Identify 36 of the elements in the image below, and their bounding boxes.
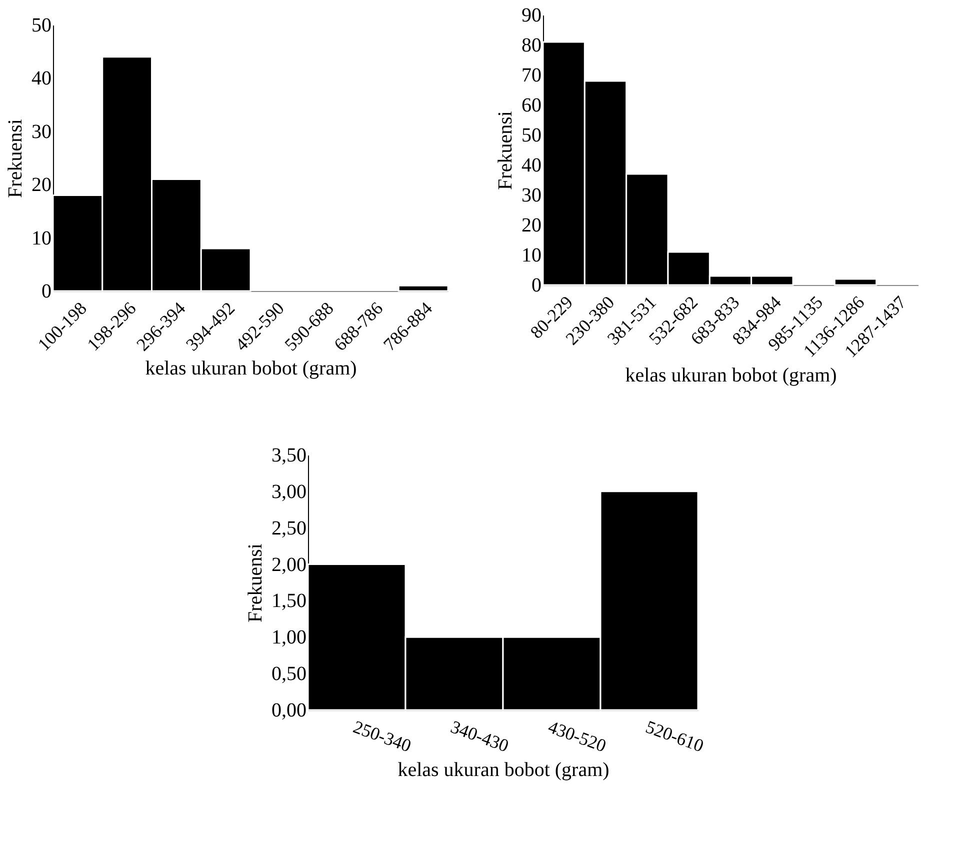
y-tick-label: 0,50 bbox=[272, 663, 306, 686]
y-tick-label: 3,50 bbox=[272, 444, 306, 466]
y-tick-label: 2,50 bbox=[272, 517, 306, 540]
bar bbox=[398, 284, 449, 292]
x-axis-title: kelas ukuran bobot (gram) bbox=[625, 364, 837, 386]
x-tick-label: 520-610 bbox=[643, 716, 706, 756]
bar bbox=[834, 278, 878, 286]
y-tick-label: 30 bbox=[32, 120, 52, 143]
y-tick-label: 70 bbox=[522, 64, 542, 86]
y-tick-label: 20 bbox=[32, 174, 52, 196]
y-tick-label: 90 bbox=[522, 4, 542, 26]
y-tick-label: 1,00 bbox=[272, 626, 306, 649]
y-tick-label: 50 bbox=[32, 14, 52, 36]
y-tick-label: 2,00 bbox=[272, 554, 306, 576]
y-tick-label: 60 bbox=[522, 94, 542, 116]
y-tick-label: 40 bbox=[32, 68, 52, 90]
x-axis-title: kelas ukuran bobot (gram) bbox=[145, 358, 357, 380]
y-tick-label: 10 bbox=[32, 227, 52, 250]
y-tick-label: 1,50 bbox=[272, 590, 306, 612]
y-tick-label: 30 bbox=[522, 184, 542, 206]
y-axis-title: Frekuensi bbox=[4, 118, 26, 198]
y-tick-label: 40 bbox=[522, 154, 542, 176]
y-tick-label: 0,00 bbox=[272, 700, 306, 722]
x-axis-title: kelas ukuran bobot (gram) bbox=[398, 758, 610, 781]
y-tick-label: 10 bbox=[522, 244, 542, 266]
y-axis-title: Frekuensi bbox=[244, 543, 266, 622]
x-tick-label: 430-520 bbox=[546, 716, 609, 756]
y-tick-label: 20 bbox=[522, 214, 542, 236]
y-tick-label: 3,00 bbox=[272, 480, 306, 503]
y-tick-label: 0 bbox=[532, 274, 542, 296]
y-axis-title: Frekuensi bbox=[494, 110, 516, 190]
y-tick-label: 80 bbox=[522, 34, 542, 56]
y-tick-label: 50 bbox=[522, 124, 542, 146]
y-tick-label: 0 bbox=[42, 280, 52, 302]
x-tick-label: 340-430 bbox=[448, 716, 512, 756]
x-tick-label: 250-340 bbox=[350, 716, 414, 756]
